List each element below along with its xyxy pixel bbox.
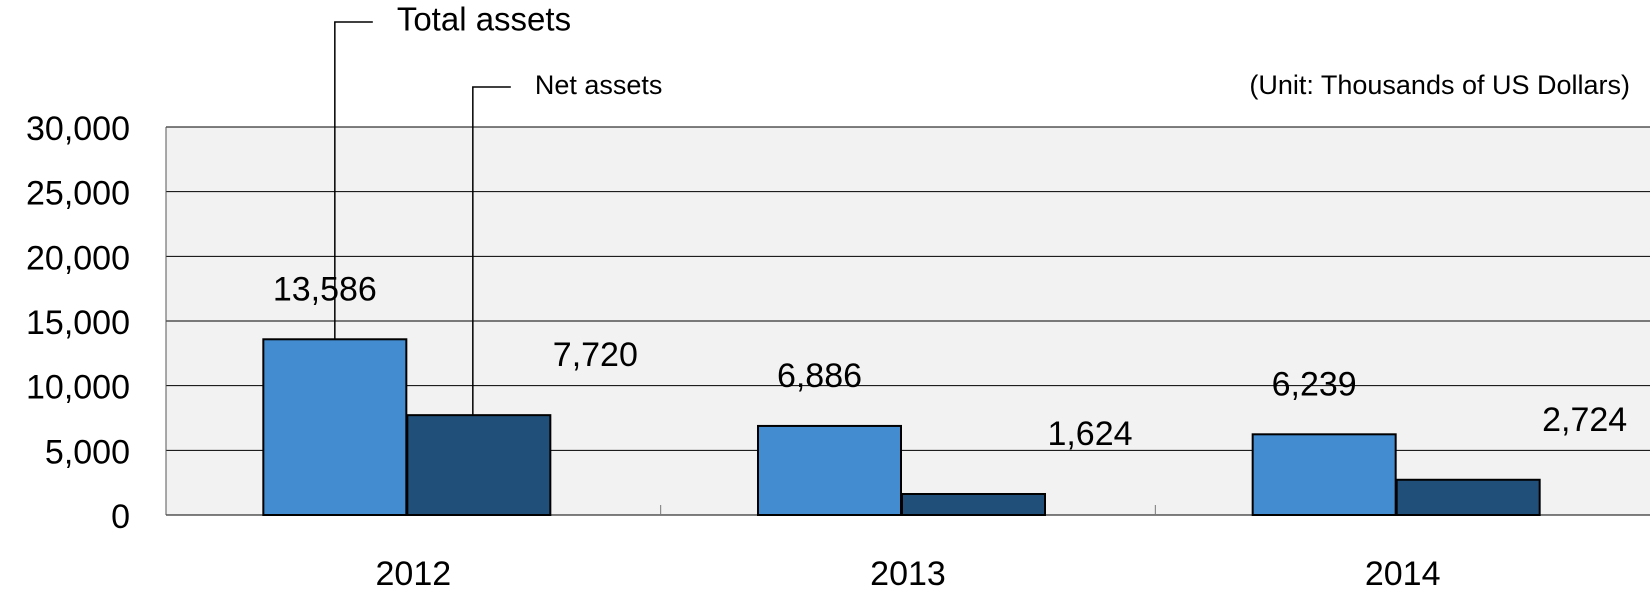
chart-subtitle: (Unit: Thousands of US Dollars) <box>1249 70 1630 100</box>
y-tick-label: 15,000 <box>26 304 130 342</box>
data-label: 6,886 <box>777 357 862 395</box>
bar <box>757 424 902 517</box>
y-tick-label: 10,000 <box>26 369 130 407</box>
legend-leader <box>334 21 373 340</box>
y-tick-label: 25,000 <box>26 175 130 213</box>
bar <box>1251 433 1397 516</box>
data-label: 13,586 <box>273 270 377 308</box>
bar <box>262 338 408 516</box>
x-tick-label: 2014 <box>1365 555 1441 593</box>
y-tick-label: 0 <box>111 498 130 536</box>
data-label: 6,239 <box>1272 365 1357 403</box>
y-tick-label: 5,000 <box>45 433 130 471</box>
x-tick-label: 2012 <box>376 555 452 593</box>
bar <box>1395 478 1541 516</box>
y-tick-label: 30,000 <box>26 110 130 148</box>
legend-label: Total assets <box>397 1 571 38</box>
x-tick-label: 2013 <box>870 555 946 593</box>
bar <box>406 414 552 516</box>
legend-label: Net assets <box>535 70 663 100</box>
data-label: 1,624 <box>1047 415 1132 453</box>
data-label: 7,720 <box>553 336 638 374</box>
data-label: 2,724 <box>1542 401 1627 439</box>
y-tick-label: 20,000 <box>26 239 130 277</box>
bar <box>901 492 1046 517</box>
legend-leader <box>472 86 511 416</box>
